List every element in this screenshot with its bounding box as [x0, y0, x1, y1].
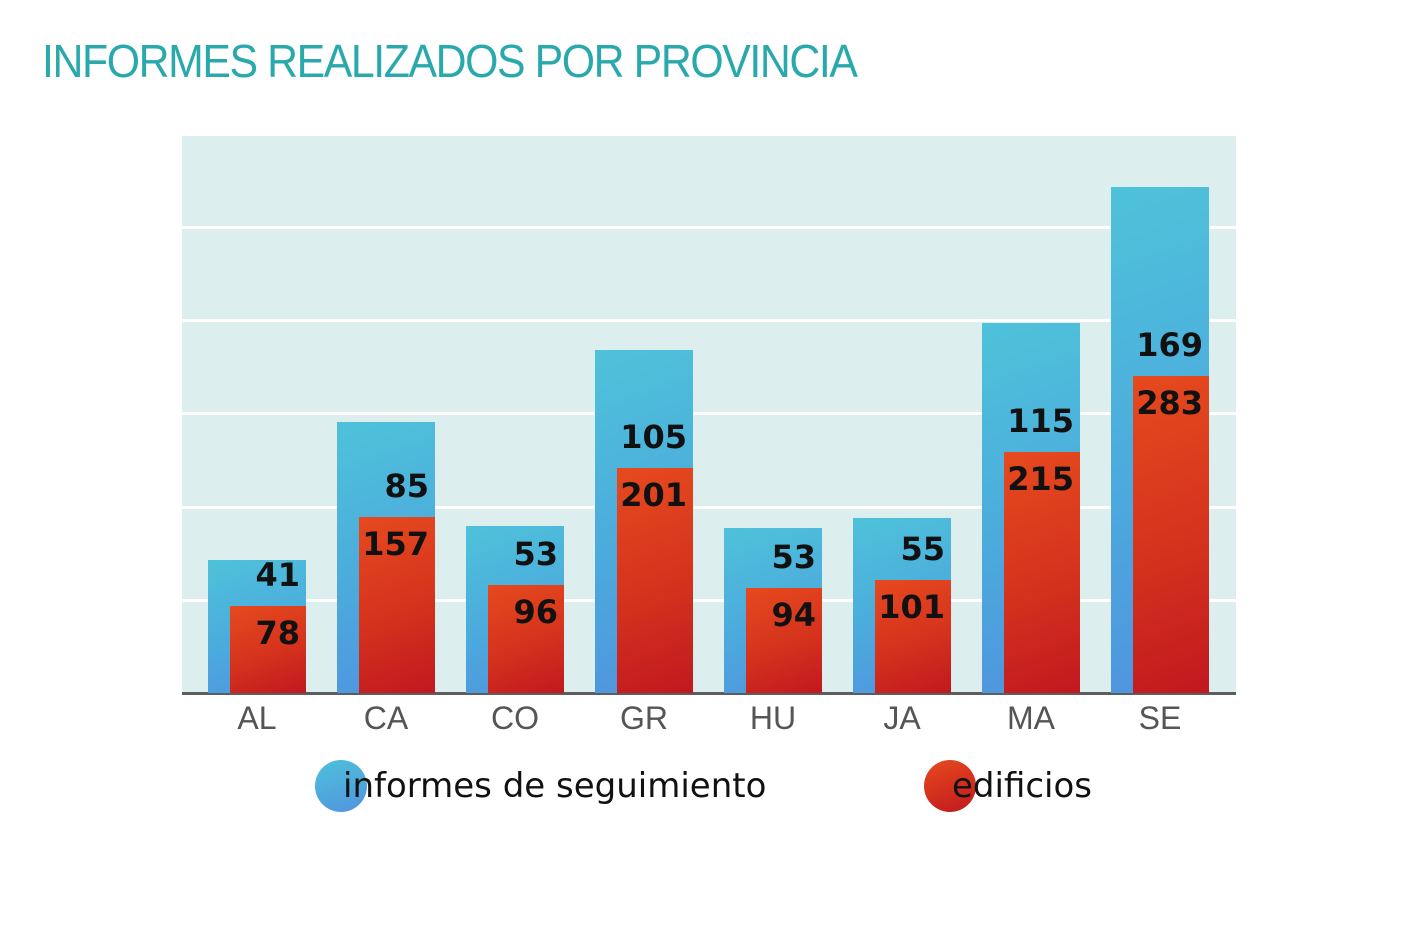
data-label-informes: 53: [771, 537, 816, 576]
x-tick-label: HU: [749, 700, 797, 736]
legend-label: edificios: [952, 766, 1093, 806]
x-tick-label: CA: [363, 700, 409, 736]
legend-label: informes de seguimiento: [343, 766, 767, 806]
data-label-edificios: 215: [1007, 460, 1074, 499]
gridline: [182, 319, 1236, 322]
data-label-edificios: 94: [771, 595, 816, 634]
blue-circle-icon: [315, 760, 367, 812]
bar-edificios-hu: [746, 587, 822, 693]
data-label-informes: 85: [384, 467, 429, 506]
bar-edificios-ca: [359, 517, 435, 693]
legend-item-edificios: edificios: [924, 760, 1092, 812]
bar-edificios-se: [1133, 376, 1209, 693]
x-tick-label: JA: [883, 700, 921, 736]
gridline: [182, 506, 1236, 509]
data-label-edificios: 101: [878, 587, 945, 626]
data-label-informes: 41: [255, 555, 300, 594]
x-tick-label: SE: [1138, 700, 1182, 736]
gridline: [182, 412, 1236, 415]
data-label-edificios: 96: [513, 593, 558, 632]
bar-edificios-co: [488, 585, 564, 693]
red-circle-icon: [924, 760, 976, 812]
bar-edificios-al: [230, 605, 306, 693]
data-label-edificios: 201: [620, 475, 687, 514]
data-label-edificios: 78: [255, 613, 300, 652]
data-label-edificios: 157: [362, 525, 429, 564]
data-label-informes: 115: [1007, 402, 1074, 441]
gridline: [182, 599, 1236, 602]
data-label-edificios: 283: [1136, 384, 1203, 423]
data-label-informes: 105: [620, 417, 687, 456]
x-tick-label: MA: [1007, 700, 1055, 736]
gridline: [182, 226, 1236, 229]
x-axis-line: [182, 692, 1236, 695]
x-tick-label: GR: [620, 700, 668, 736]
x-tick-label: CO: [491, 700, 539, 736]
data-label-informes: 55: [900, 529, 945, 568]
bar-edificios-gr: [617, 467, 693, 693]
bar-edificios-ma: [1004, 452, 1080, 693]
x-tick-label: AL: [237, 700, 277, 736]
data-label-informes: 169: [1136, 326, 1203, 365]
data-label-informes: 53: [513, 535, 558, 574]
chart-title: INFORMES REALIZADOS POR PROVINCIA: [42, 35, 858, 87]
bar-edificios-ja: [875, 579, 951, 693]
legend-item-informes: informes de seguimiento: [315, 760, 766, 812]
